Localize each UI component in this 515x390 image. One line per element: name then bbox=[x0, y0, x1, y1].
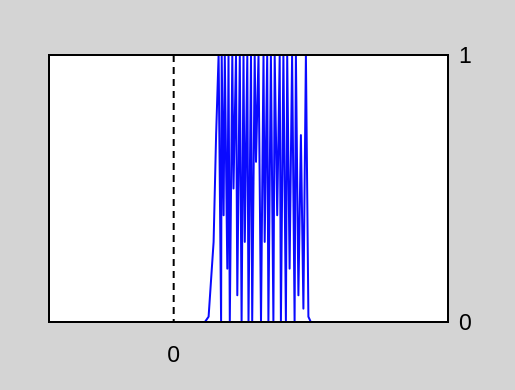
y-tick-label-0: 0 bbox=[459, 309, 472, 335]
series-line-0 bbox=[49, 54, 448, 323]
series-layer bbox=[49, 54, 448, 323]
x-tick-label-0: 0 bbox=[167, 341, 180, 367]
tick-layer: 0 0 1 bbox=[167, 42, 472, 367]
plot-frame bbox=[48, 54, 449, 323]
y-tick-label-1: 1 bbox=[459, 42, 472, 68]
